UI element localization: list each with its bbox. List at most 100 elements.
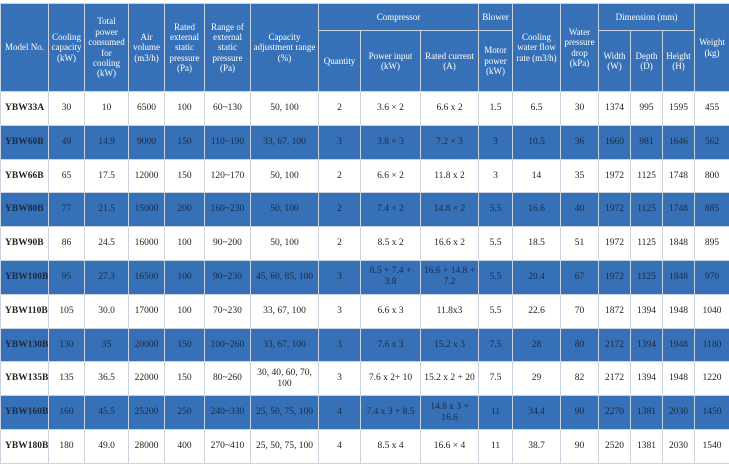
header-row: Model No.Cooling capacity (kW)Total powe… [1, 4, 729, 31]
table-cell: 150 [165, 362, 205, 396]
model-cell: YBW60B [1, 125, 49, 159]
table-cell: 3 [319, 362, 361, 396]
table-cell: 7.4 × 2 [361, 193, 421, 227]
table-cell: 1948 [663, 294, 695, 328]
table-cell: 455 [695, 92, 729, 126]
table-cell: 1972 [599, 159, 631, 193]
table-cell: 36.5 [85, 362, 129, 396]
table-cell: 995 [631, 92, 663, 126]
table-cell: 4 [319, 396, 361, 430]
table-cell: 10 [85, 92, 129, 126]
table-cell: 24.5 [85, 227, 129, 261]
table-cell: 1595 [663, 92, 695, 126]
model-cell: YBW100B [1, 260, 49, 294]
table-cell: 10.5 [513, 125, 561, 159]
table-cell: 25200 [129, 396, 165, 430]
column-header: Range of external static pressure (Pa) [205, 4, 251, 92]
table-cell: 6.6 x 2 [421, 92, 479, 126]
table-cell: 110~190 [205, 125, 251, 159]
table-cell: 90~200 [205, 227, 251, 261]
table-cell: 25, 50, 75, 100 [251, 429, 319, 463]
table-cell: 100 [165, 227, 205, 261]
table-cell: 33, 67, 100 [251, 125, 319, 159]
table-cell: 1.5 [479, 92, 513, 126]
table-cell: 562 [695, 125, 729, 159]
table-cell: 45.5 [85, 396, 129, 430]
table-cell: 1972 [599, 193, 631, 227]
table-cell: 1748 [663, 193, 695, 227]
table-cell: 16000 [129, 227, 165, 261]
column-subheader: Depth (D) [631, 31, 663, 92]
table-cell: 6500 [129, 92, 165, 126]
table-cell: 1748 [663, 159, 695, 193]
table-cell: 49 [49, 125, 85, 159]
model-cell: YBW135B [1, 362, 49, 396]
table-cell: 16500 [129, 260, 165, 294]
table-cell: 15000 [129, 193, 165, 227]
table-cell: 3 [319, 260, 361, 294]
table-cell: 35 [561, 159, 599, 193]
model-cell: YBW110B [1, 294, 49, 328]
table-cell: 130 [49, 328, 85, 362]
table-cell: 5.5 [479, 227, 513, 261]
table-cell: 3.8 × 3 [361, 125, 421, 159]
table-cell: 2172 [599, 328, 631, 362]
table-cell: 28000 [129, 429, 165, 463]
table-cell: 20.4 [513, 260, 561, 294]
column-header: Air volume (m3/h) [129, 4, 165, 92]
table-cell: 885 [695, 193, 729, 227]
table-cell: 1872 [599, 294, 631, 328]
table-cell: 5.5 [479, 260, 513, 294]
table-cell: 95 [49, 260, 85, 294]
table-cell: 27.3 [85, 260, 129, 294]
table-cell: 17.5 [85, 159, 129, 193]
table-cell: 1180 [695, 328, 729, 362]
column-header: Model No. [1, 4, 49, 92]
table-cell: 33, 67, 100 [251, 328, 319, 362]
table-cell: 51 [561, 227, 599, 261]
table-cell: 3 [319, 125, 361, 159]
table-cell: 1540 [695, 429, 729, 463]
table-cell: 86 [49, 227, 85, 261]
table-cell: 1394 [631, 294, 663, 328]
table-cell: 7.6 x 3 [361, 328, 421, 362]
table-cell: 2 [319, 193, 361, 227]
spec-table: Model No.Cooling capacity (kW)Total powe… [0, 3, 729, 464]
table-cell: 11 [479, 396, 513, 430]
table-cell: 200 [165, 193, 205, 227]
table-cell: 1125 [631, 227, 663, 261]
table-cell: 80~260 [205, 362, 251, 396]
table-cell: 29 [513, 362, 561, 396]
column-header: Weight (kg) [695, 4, 729, 92]
table-cell: 100 [165, 294, 205, 328]
table-cell: 90~230 [205, 260, 251, 294]
table-cell: 160~230 [205, 193, 251, 227]
table-cell: 50, 100 [251, 92, 319, 126]
table-cell: 150 [165, 328, 205, 362]
table-cell: 6.6 × 2 [361, 159, 421, 193]
table-cell: 100~260 [205, 328, 251, 362]
table-cell: 50, 100 [251, 159, 319, 193]
table-cell: 105 [49, 294, 85, 328]
table-cell: 60~130 [205, 92, 251, 126]
table-cell: 18.5 [513, 227, 561, 261]
table-cell: 1394 [631, 362, 663, 396]
column-header: Cooling capacity (kW) [49, 4, 85, 92]
table-cell: 1972 [599, 260, 631, 294]
table-cell: 1220 [695, 362, 729, 396]
table-cell: 180 [49, 429, 85, 463]
table-cell: 16.6 + 14.8 + 7.2 [421, 260, 479, 294]
table-cell: 16.6 × 4 [421, 429, 479, 463]
table-cell: 2172 [599, 362, 631, 396]
table-cell: 8.5 x 2 [361, 227, 421, 261]
table-cell: 6.5 [513, 92, 561, 126]
table-cell: 7.2 × 3 [421, 125, 479, 159]
column-header: Dimension (mm) [599, 4, 695, 31]
table-cell: 6.6 x 3 [361, 294, 421, 328]
table-cell: 100 [165, 260, 205, 294]
